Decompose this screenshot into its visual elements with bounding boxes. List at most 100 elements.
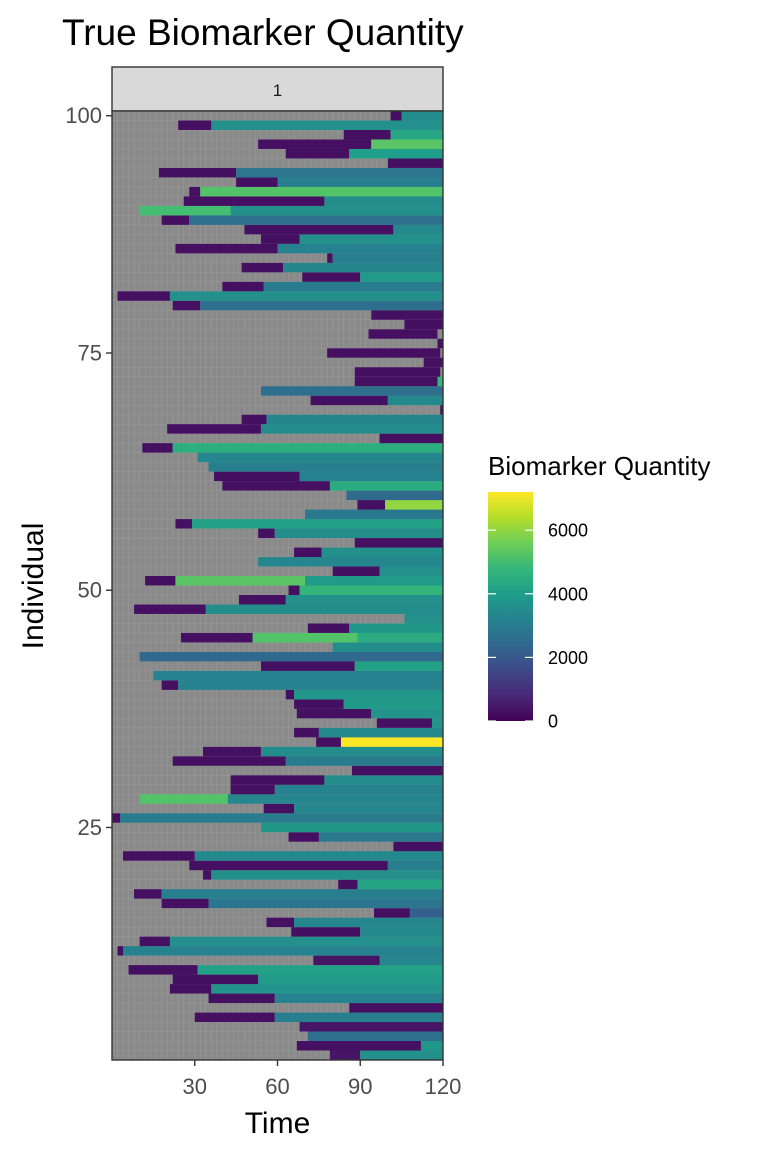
x-tick-label: 60 [265,1074,289,1099]
heatmap-cell-individual-99 [211,120,443,130]
heatmap-cell-individual-8 [211,984,443,994]
heatmap-cell-individual-43 [139,651,444,662]
heatmap-cell-individual-90 [139,205,231,216]
heatmap-cell-individual-21 [189,860,388,871]
heatmap-cell-individual-19 [338,879,358,890]
heatmap-cell-individual-91 [324,196,443,206]
heatmap-cell-individual-57 [175,519,192,529]
heatmap-cell-individual-100 [401,111,443,121]
heatmap-cell-individual-20 [211,870,443,880]
heatmap-cell-individual-50 [299,585,443,595]
legend-break-label: 6000 [548,521,588,541]
heatmap-cell-individual-100 [390,111,402,121]
heatmap-cell-individual-66 [379,433,443,444]
heatmap-cell-individual-44 [332,642,443,652]
heatmap-cell-individual-3 [307,1031,443,1042]
heatmap-cell-individual-68 [266,414,443,425]
heatmap-cell-individual-21 [387,860,443,871]
heatmap-cell-individual-45 [357,632,443,643]
heatmap-cell-individual-34 [316,737,341,747]
heatmap-cell-individual-22 [123,851,195,861]
heatmap-cell-individual-38 [294,699,344,709]
heatmap-cell-individual-39 [294,689,443,700]
heatmap-cell-individual-36 [431,718,443,728]
heatmap-cell-individual-69 [440,405,443,415]
heatmap-cell-individual-96 [285,148,350,159]
heatmap-cell-individual-14 [360,927,443,937]
heatmap-cell-individual-56 [274,528,443,539]
heatmap-cell-individual-81 [117,291,170,301]
heatmap-cell-individual-41 [153,670,443,681]
heatmap-cell-individual-93 [236,177,278,187]
heatmap-cell-individual-9 [258,974,443,985]
heatmap-cell-individual-53 [258,557,443,567]
heatmap-cell-individual-42 [260,661,355,671]
heatmap-cell-individual-42 [354,661,443,671]
heatmap-cell-individual-49 [285,594,443,605]
heatmap-cell-individual-37 [371,708,443,719]
heatmap-cell-individual-5 [194,1012,275,1023]
heatmap-cell-individual-32 [260,756,286,766]
heatmap-cell-individual-16 [374,908,410,918]
heatmap-cell-individual-90 [230,205,443,216]
heatmap-cell-individual-33 [260,746,443,757]
heatmap-cell-individual-32 [285,756,443,766]
heatmap-cell-individual-68 [241,414,267,425]
heatmap-cell-individual-52 [379,566,443,577]
heatmap-cell-individual-82 [263,281,443,292]
heatmap-cell-individual-11 [313,955,380,966]
heatmap-cell-individual-26 [120,813,444,823]
heatmap-cell-individual-39 [285,689,295,700]
heatmap-cell-individual-54 [321,547,443,558]
facet-strip: 1 [111,66,444,112]
heatmap-cell-individual-16 [409,908,443,918]
heatmap-cell-individual-82 [222,281,264,292]
heatmap-cell-individual-98 [390,129,443,140]
heatmap-cell-individual-20 [203,870,212,880]
heatmap-cell-individual-13 [169,936,444,947]
heatmap-cell-individual-22 [194,851,443,861]
heatmap-cell-individual-95 [387,158,443,168]
heatmap-cell-individual-2 [420,1041,443,1051]
heatmap-cell-individual-97 [258,139,372,149]
heatmap-cell-individual-54 [294,547,322,558]
heatmap-cell-individual-56 [258,528,275,539]
heatmap-cell-individual-83 [360,272,443,282]
heatmap-cell-individual-83 [302,272,361,282]
heatmap-cell-individual-18 [134,889,162,899]
heatmap-cell-individual-73 [354,367,441,377]
heatmap-cell-individual-67 [260,424,443,434]
heatmap-cell-individual-64 [197,452,443,463]
heatmap-cell-individual-5 [274,1012,443,1023]
heatmap-cell-individual-70 [387,395,443,406]
heatmap-cell-individual-27 [294,803,443,814]
heatmap-cell-individual-35 [294,727,319,738]
heatmap-cell-individual-50 [288,585,300,595]
heatmap-cell-individual-15 [266,917,295,928]
heatmap-cell-individual-57 [191,519,443,529]
heatmap-cell-individual-17 [161,898,209,909]
legend-colorbar [488,492,533,721]
heatmap-cell-individual-78 [404,319,443,330]
heatmap-cell-individual-81 [169,291,444,301]
heatmap-cell-individual-1 [360,1050,443,1060]
heatmap-cell-individual-6 [349,1003,443,1013]
heatmap-cell-individual-92 [200,186,443,197]
heatmap-cell-individual-87 [299,234,443,244]
legend-break-label: 0 [548,712,558,732]
heatmap-cell-individual-13 [139,936,170,947]
heatmap-cell-individual-46 [349,623,443,633]
heatmap-cell-individual-8 [169,984,212,994]
heatmap-cell-individual-12 [117,946,124,956]
heatmap-cell-individual-89 [189,215,443,225]
heatmap-cell-individual-36 [376,718,432,728]
heatmap-cell-individual-74 [423,357,443,368]
legend-break-label: 4000 [548,584,588,604]
legend-ticks: 0 2000 4000 6000 [488,521,588,732]
heatmap-cell-individual-28 [227,794,443,804]
plot-panel [111,110,444,1061]
heatmap-cell-individual-61 [329,481,443,491]
heatmap-cell-individual-80 [172,300,201,311]
heatmap-cell-individual-40 [161,680,179,690]
heatmap-cell-individual-84 [283,262,443,273]
